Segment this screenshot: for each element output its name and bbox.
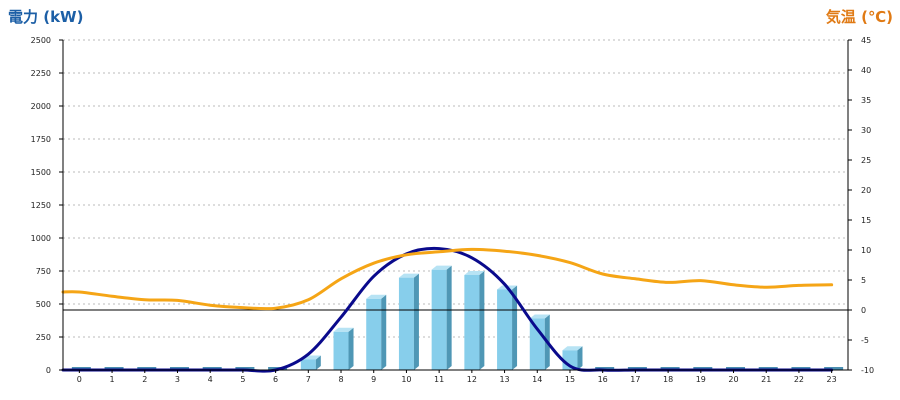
x-tick-label: 3 bbox=[175, 375, 180, 384]
bar bbox=[398, 277, 414, 370]
x-tick-label: 7 bbox=[306, 375, 311, 384]
bar bbox=[595, 367, 615, 370]
x-tick-label: 9 bbox=[371, 375, 376, 384]
x-tick-label: 19 bbox=[696, 375, 706, 384]
bar bbox=[529, 318, 545, 370]
bar bbox=[464, 274, 480, 370]
bar-top bbox=[562, 346, 583, 351]
y-left-tick-label: 750 bbox=[36, 267, 51, 276]
x-tick-label: 18 bbox=[663, 375, 673, 384]
x-tick-label: 16 bbox=[598, 375, 608, 384]
gridlines bbox=[63, 39, 848, 338]
x-tick-label: 13 bbox=[499, 375, 509, 384]
temperature-line bbox=[61, 247, 834, 311]
bar bbox=[333, 331, 349, 370]
y-right-tick-label: 40 bbox=[861, 66, 871, 75]
x-tick-label: 12 bbox=[467, 375, 477, 384]
y-right-tick-label: 0 bbox=[861, 306, 866, 315]
y-left-tick-label: 2000 bbox=[31, 102, 51, 111]
y-right-tick-label: -5 bbox=[861, 336, 869, 345]
y-left-tick-label: 1500 bbox=[31, 168, 51, 177]
y-right-tick-label: 20 bbox=[861, 186, 871, 195]
y-left-tick-label: 2250 bbox=[31, 69, 51, 78]
bar-top bbox=[398, 273, 419, 278]
y-left-tick-label: 1250 bbox=[31, 201, 51, 210]
bar-side bbox=[479, 270, 485, 370]
bar-series bbox=[71, 265, 844, 370]
bar-side bbox=[348, 327, 354, 370]
x-tick-label: 21 bbox=[761, 375, 771, 384]
x-tick-label: 0 bbox=[77, 375, 82, 384]
bar-top bbox=[333, 327, 354, 332]
y-left-tick-label: 250 bbox=[36, 333, 51, 342]
bar bbox=[497, 289, 513, 370]
y-right-tick-label: 15 bbox=[861, 216, 871, 225]
x-tick-label: 20 bbox=[728, 375, 738, 384]
x-tick-label: 4 bbox=[208, 375, 213, 384]
x-tick-label: 17 bbox=[630, 375, 640, 384]
y-left-tick-label: 500 bbox=[36, 300, 51, 309]
bar bbox=[235, 367, 255, 370]
bar-top bbox=[529, 314, 550, 319]
x-tick-label: 2 bbox=[142, 375, 147, 384]
tick-labels: 02505007501000125015001750200022502500-1… bbox=[31, 36, 874, 384]
bar-side bbox=[577, 346, 583, 370]
bar bbox=[300, 359, 316, 370]
axes bbox=[59, 39, 852, 373]
y-right-tick-label: 5 bbox=[861, 276, 866, 285]
bar-side bbox=[446, 265, 452, 370]
y-right-tick-label: 45 bbox=[861, 36, 871, 45]
x-tick-label: 5 bbox=[240, 375, 245, 384]
y-right-tick-label: 25 bbox=[861, 156, 871, 165]
x-tick-label: 1 bbox=[110, 375, 115, 384]
y-left-tick-label: 1000 bbox=[31, 234, 51, 243]
bar-side bbox=[381, 294, 387, 370]
bar bbox=[431, 269, 447, 370]
bar-top bbox=[366, 294, 387, 299]
bar-top bbox=[431, 265, 452, 270]
x-tick-label: 22 bbox=[794, 375, 804, 384]
y-left-tick-label: 2500 bbox=[31, 36, 51, 45]
y-left-tick-label: 0 bbox=[46, 366, 51, 375]
y-axis-left-title: 電力 (kW) bbox=[8, 8, 83, 26]
y-right-tick-label: 10 bbox=[861, 246, 871, 255]
x-tick-label: 15 bbox=[565, 375, 575, 384]
x-tick-label: 11 bbox=[434, 375, 444, 384]
y-right-tick-label: 30 bbox=[861, 126, 871, 135]
y-axis-right-title: 気温 (℃) bbox=[826, 8, 893, 26]
bar-side bbox=[413, 273, 419, 370]
y-right-tick-label: -10 bbox=[861, 366, 874, 375]
x-tick-label: 10 bbox=[401, 375, 411, 384]
bar bbox=[366, 298, 382, 370]
x-tick-label: 6 bbox=[273, 375, 278, 384]
bar-side bbox=[512, 285, 518, 370]
y-left-tick-label: 1750 bbox=[31, 135, 51, 144]
bar bbox=[824, 367, 844, 370]
x-tick-label: 23 bbox=[827, 375, 837, 384]
x-tick-label: 8 bbox=[338, 375, 343, 384]
y-right-tick-label: 35 bbox=[861, 96, 871, 105]
bar-top bbox=[464, 270, 485, 275]
bar-side bbox=[315, 355, 321, 370]
x-tick-label: 14 bbox=[532, 375, 542, 384]
